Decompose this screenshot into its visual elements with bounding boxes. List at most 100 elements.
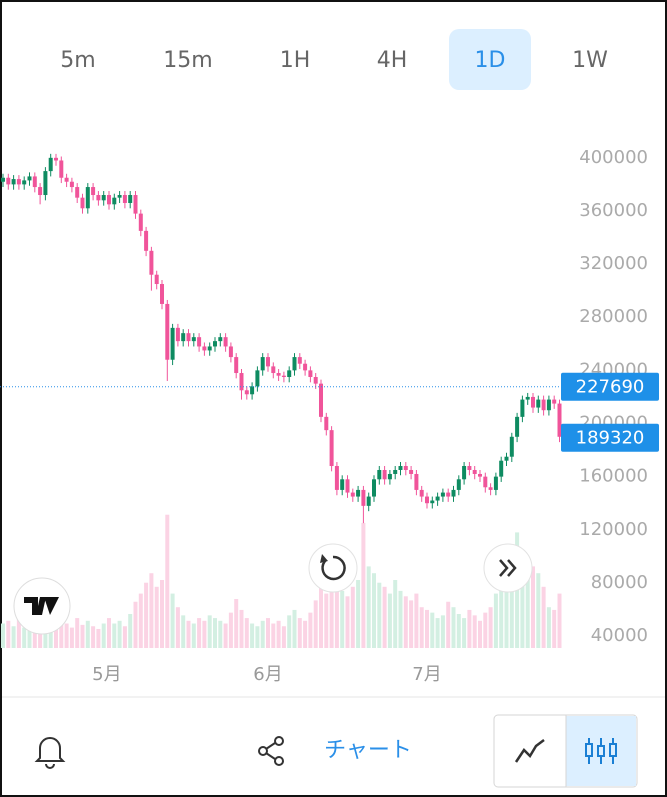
- candle-body: [478, 473, 482, 477]
- share-dot: [274, 736, 284, 746]
- scroll-arrows: [499, 559, 517, 577]
- volume-bar: [504, 580, 509, 648]
- candle-body: [430, 500, 435, 504]
- tab[interactable]: 1H: [280, 48, 311, 73]
- candle-body: [11, 179, 16, 185]
- candle-body: [202, 346, 207, 351]
- volume-bar: [276, 620, 281, 648]
- tab[interactable]: 4H: [377, 48, 408, 73]
- candle-body: [446, 492, 451, 497]
- tab[interactable]: 5m: [60, 48, 95, 73]
- volume-bar: [440, 615, 445, 648]
- volume-bar: [48, 626, 53, 648]
- bell-button[interactable]: [34, 737, 66, 769]
- candle-body: [6, 177, 11, 185]
- volume-bar: [324, 593, 329, 648]
- tab[interactable]: 1W: [572, 48, 608, 73]
- candle-body: [207, 346, 212, 351]
- scroll-right-button[interactable]: [483, 543, 533, 593]
- y-tick-label: 160000: [579, 466, 648, 487]
- candle-body: [239, 373, 244, 391]
- candle-body: [250, 386, 255, 395]
- share-dot: [258, 746, 268, 756]
- volume-bar: [228, 612, 233, 648]
- candle-body: [160, 284, 164, 304]
- candle-body: [144, 230, 149, 251]
- candle-body: [213, 341, 217, 347]
- y-tick-label: 40000: [591, 625, 648, 646]
- candle-body: [281, 375, 286, 378]
- volume-bar: [536, 573, 541, 648]
- candle-body: [340, 479, 345, 490]
- volume-bar: [425, 609, 429, 648]
- share-button[interactable]: [258, 736, 284, 766]
- candle-body: [32, 176, 37, 188]
- bell-icon: [34, 737, 66, 769]
- candle-body: [91, 187, 96, 196]
- volume-bar: [112, 623, 117, 648]
- volume-bar: [462, 618, 467, 648]
- line-style-icon[interactable]: [514, 739, 545, 763]
- volume-bar: [308, 612, 313, 648]
- candle-body: [520, 399, 525, 417]
- volume-bar: [403, 596, 408, 648]
- volume-bar: [91, 626, 96, 648]
- volume-bar: [186, 620, 191, 648]
- candle-body: [303, 363, 308, 371]
- volume-bar: [59, 609, 64, 648]
- candle-body: [462, 466, 467, 480]
- volume-bar: [377, 582, 382, 648]
- volume-bar: [387, 593, 392, 648]
- candle-body: [525, 396, 530, 400]
- candle-body: [387, 473, 392, 480]
- timeframe-tabs: 5m 15m 1H 4H 1D 1W: [60, 29, 608, 90]
- tab[interactable]: 15m: [163, 48, 212, 73]
- volume-bar: [340, 590, 345, 648]
- volume-bar: [54, 620, 58, 648]
- volume-bar: [499, 573, 504, 648]
- price-label: 227690: [576, 377, 645, 398]
- candle-body: [186, 333, 191, 342]
- candle-body: [541, 399, 546, 411]
- candle-body: [546, 399, 551, 411]
- volume-bar: [255, 626, 260, 648]
- candle-body: [350, 492, 355, 497]
- price-label-box: [561, 423, 659, 452]
- volume-bar: [303, 620, 308, 648]
- candle-body: [493, 476, 498, 490]
- volume-bar: [128, 614, 133, 648]
- volume-bar: [287, 615, 292, 648]
- reset-button[interactable]: [308, 543, 358, 593]
- volume-bar: [366, 566, 371, 648]
- volume-bar: [175, 607, 180, 648]
- candle-body: [59, 160, 64, 178]
- candle-body: [244, 390, 249, 395]
- volume-bar: [451, 607, 456, 648]
- chart-link[interactable]: チャート: [324, 738, 412, 763]
- candle-body: [181, 333, 186, 342]
- candle-body: [435, 496, 440, 501]
- candle-body: [260, 357, 265, 371]
- volume-bar: [197, 618, 202, 648]
- candle-body: [409, 469, 414, 474]
- volume-bar: [80, 624, 85, 648]
- tab[interactable]: 1D: [475, 48, 506, 73]
- candle-body: [170, 327, 175, 360]
- candle-body: [117, 195, 122, 198]
- candle-body: [403, 466, 408, 470]
- y-tick-label: 400000: [579, 147, 648, 168]
- volume-bar: [409, 600, 414, 648]
- tv-logo[interactable]: [13, 577, 71, 635]
- volume-bar: [446, 601, 451, 648]
- candle-body: [75, 187, 80, 198]
- volume-bar: [6, 620, 11, 648]
- y-tick-label: 360000: [579, 200, 648, 221]
- volume-bar: [456, 614, 461, 648]
- volume-bar: [493, 593, 498, 648]
- volume-bar: [525, 559, 530, 648]
- candle-body: [165, 303, 170, 360]
- volume-bar: [16, 618, 21, 648]
- candle-body: [122, 195, 127, 203]
- volume-bar: [107, 618, 111, 648]
